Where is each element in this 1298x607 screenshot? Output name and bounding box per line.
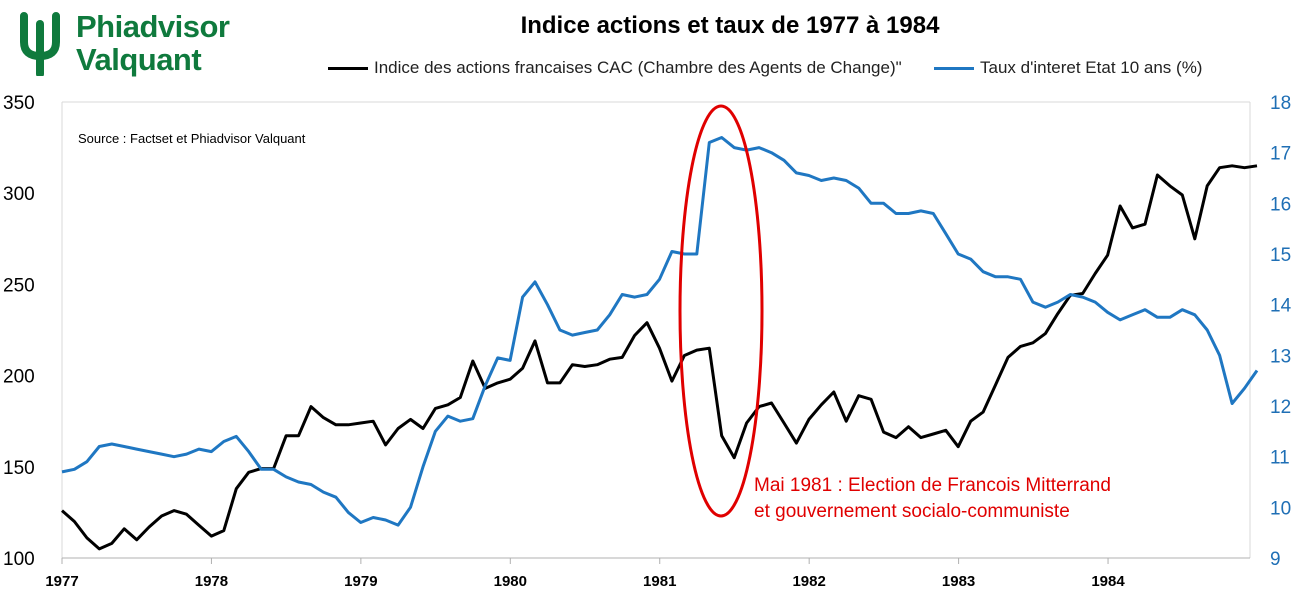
phi-logo-icon — [20, 12, 60, 76]
logo-text: Phiadvisor Valquant — [76, 10, 230, 76]
legend-label-rate: Taux d'interet Etat 10 ans (%) — [980, 58, 1203, 77]
legend: Indice des actions francaises CAC (Chamb… — [300, 58, 1260, 84]
y-right-tick-label: 16 — [1270, 194, 1291, 215]
y-right-tick-label: 10 — [1270, 498, 1291, 519]
x-tick-label: 1981 — [643, 573, 676, 590]
y-right-tick-label: 15 — [1270, 245, 1291, 266]
legend-item-rate: Taux d'interet Etat 10 ans (%) — [934, 58, 1202, 78]
chart-title: Indice actions et taux de 1977 à 1984 — [520, 12, 940, 39]
legend-item-cac: Indice des actions francaises CAC (Chamb… — [328, 58, 902, 78]
y-left-tick-label: 250 — [3, 275, 35, 296]
y-right-tick-label: 11 — [1270, 448, 1290, 469]
x-tick-label: 1982 — [792, 573, 825, 590]
y-right-tick-label: 9 — [1270, 549, 1281, 570]
y-left-tick-label: 200 — [3, 367, 35, 388]
series-line-rate — [61, 136, 1259, 527]
x-tick-label: 1984 — [1091, 573, 1125, 590]
legend-swatch-cac — [328, 66, 368, 70]
logo-line2: Valquant — [76, 42, 202, 77]
y-right-tick-label: 14 — [1270, 296, 1292, 317]
phiadvisor-valquant-logo: Phiadvisor Valquant — [14, 10, 274, 82]
y-left-tick-label: 300 — [3, 184, 35, 205]
y-right-tick-label: 13 — [1270, 346, 1291, 367]
y-right-tick-label: 18 — [1270, 93, 1291, 114]
legend-swatch-rate — [934, 66, 974, 70]
x-tick-label: 1977 — [45, 573, 78, 590]
annotation-ellipse — [678, 104, 764, 518]
x-tick-label: 1980 — [494, 573, 527, 590]
y-left-tick-label: 350 — [3, 93, 35, 114]
y-left-tick-label: 100 — [3, 549, 35, 570]
legend-label-cac: Indice des actions francaises CAC (Chamb… — [374, 58, 902, 77]
logo-line1: Phiadvisor — [76, 9, 230, 44]
source-note: Source : Factset et Phiadvisor Valquant — [78, 131, 306, 146]
y-right-tick-label: 12 — [1270, 397, 1291, 418]
x-tick-label: 1979 — [344, 573, 377, 590]
y-left-tick-label: 150 — [3, 458, 35, 479]
annotation-line1: Mai 1981 : Election de Francois Mitterra… — [754, 475, 1111, 496]
x-tick-label: 1978 — [195, 573, 228, 590]
y-right-tick-label: 17 — [1270, 144, 1291, 165]
annotation-line2: et gouvernement socialo-communiste — [754, 501, 1070, 522]
x-tick-label: 1983 — [942, 573, 975, 590]
